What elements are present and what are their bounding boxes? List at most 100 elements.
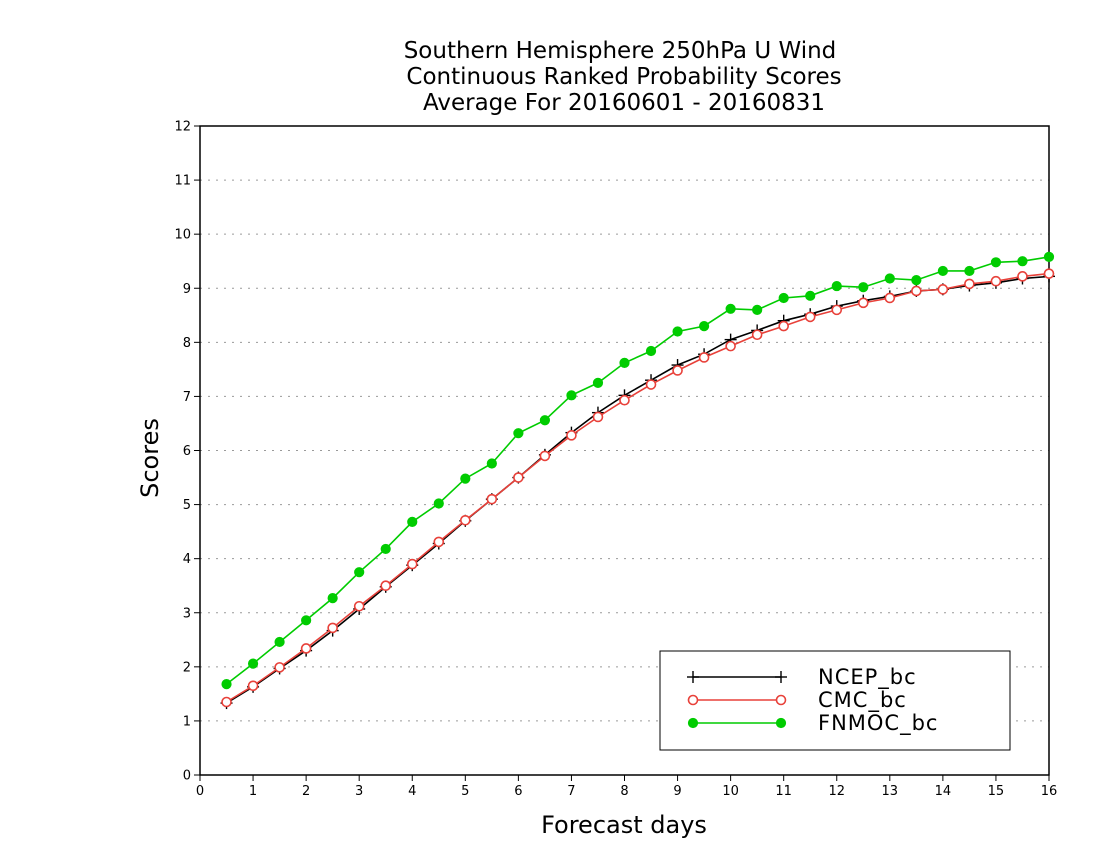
point-fnmoc-bc-27 (937, 265, 948, 277)
gridlines (200, 179, 1049, 722)
x-tick-label-0: 0 (196, 784, 204, 799)
point-fnmoc-bc-3 (301, 615, 312, 626)
point-fnmoc-bc-14 (592, 377, 604, 388)
point-fnmoc-bc-11 (513, 428, 524, 439)
chart-title-line-3: Average For 20160601 - 20160831 (423, 90, 825, 116)
legend-marker-end-ncep-bc (775, 671, 787, 683)
point-cmc-bc-28 (964, 278, 975, 290)
y-tick-label-0: 0 (183, 769, 191, 784)
point-fnmoc-bc-4 (327, 593, 338, 604)
y-tick-label-12: 12 (174, 120, 191, 135)
point-cmc-bc-4 (327, 622, 338, 634)
series-ncep-bc (220, 270, 1055, 710)
point-cmc-bc-16 (645, 379, 657, 390)
point-cmc-bc-26 (911, 285, 922, 297)
y-tick-label-3: 3 (183, 606, 191, 621)
x-tick-label-14: 14 (935, 784, 952, 799)
point-cmc-bc-29 (990, 275, 1002, 287)
series-line-fnmoc-bc (226, 256, 1050, 685)
point-fnmoc-bc-26 (911, 275, 922, 286)
point-cmc-bc-12 (539, 450, 551, 462)
y-tick-label-7: 7 (183, 390, 191, 405)
x-tick-label-13: 13 (882, 784, 899, 799)
chart-title: Southern Hemisphere 250hPa U Wind Contin… (404, 38, 842, 116)
point-cmc-bc-27 (937, 284, 949, 295)
x-tick-label-16: 16 (1041, 784, 1058, 799)
point-fnmoc-bc-19 (725, 303, 736, 314)
point-fnmoc-bc-13 (566, 390, 577, 401)
point-fnmoc-bc-2 (274, 636, 285, 648)
point-cmc-bc-20 (751, 329, 763, 341)
point-cmc-bc-13 (566, 430, 577, 441)
y-tick-label-10: 10 (174, 228, 191, 243)
point-cmc-bc-31 (1043, 268, 1055, 279)
point-fnmoc-bc-23 (831, 280, 842, 292)
point-fnmoc-bc-6 (380, 543, 391, 555)
point-fnmoc-bc-30 (1017, 256, 1028, 267)
point-cmc-bc-5 (353, 600, 365, 612)
x-tick-label-5: 5 (461, 784, 469, 799)
point-fnmoc-bc-22 (805, 290, 816, 301)
y-tick-label-4: 4 (183, 552, 191, 567)
point-cmc-bc-25 (884, 292, 896, 304)
legend-marker-start-cmc-bc (687, 694, 699, 706)
legend-marker-end-cmc-bc (775, 694, 787, 706)
x-tick-label-9: 9 (673, 784, 681, 799)
legend-marker-end-fnmoc-bc (775, 717, 787, 729)
point-fnmoc-bc-20 (752, 304, 763, 315)
series-fnmoc-bc (221, 251, 1055, 690)
point-cmc-bc-3 (300, 643, 312, 654)
y-tick-label-5: 5 (183, 498, 191, 513)
point-fnmoc-bc-5 (354, 567, 365, 578)
point-fnmoc-bc-24 (858, 282, 869, 293)
x-axis-label: Forecast days (541, 811, 707, 839)
point-fnmoc-bc-25 (884, 273, 895, 284)
x-tick-label-4: 4 (408, 784, 416, 799)
series-line-cmc-bc (226, 272, 1050, 703)
point-fnmoc-bc-16 (645, 345, 657, 357)
y-tick-label-2: 2 (183, 660, 191, 675)
point-cmc-bc-22 (804, 311, 816, 323)
legend-label-cmc-bc: CMC_bc (818, 688, 907, 713)
chart-title-line-1: Southern Hemisphere 250hPa U Wind (404, 38, 837, 64)
point-cmc-bc-14 (592, 411, 604, 423)
y-tick-label-11: 11 (174, 174, 191, 189)
y-tick-label-1: 1 (183, 714, 191, 729)
y-tick-label-9: 9 (183, 282, 191, 297)
point-cmc-bc-6 (380, 580, 392, 592)
x-tick-label-11: 11 (775, 784, 792, 799)
point-cmc-bc-17 (672, 365, 683, 376)
legend-marker-start-ncep-bc (687, 671, 699, 683)
legend-entry-ncep-bc: NCEP_bc (687, 665, 917, 690)
point-fnmoc-bc-9 (460, 473, 471, 484)
point-fnmoc-bc-12 (539, 415, 551, 426)
point-cmc-bc-8 (433, 536, 445, 548)
series-lines (220, 251, 1055, 710)
x-tick-label-8: 8 (620, 784, 628, 799)
point-cmc-bc-30 (1017, 271, 1028, 282)
x-tick-label-2: 2 (302, 784, 310, 799)
legend-label-ncep-bc: NCEP_bc (818, 665, 917, 690)
point-fnmoc-bc-0 (221, 679, 232, 690)
point-cmc-bc-24 (857, 297, 869, 309)
legend-entry-fnmoc-bc: FNMOC_bc (687, 711, 938, 736)
point-cmc-bc-19 (725, 340, 736, 352)
x-tick-label-12: 12 (828, 784, 845, 799)
legend-entry-cmc-bc: CMC_bc (687, 688, 907, 713)
point-cmc-bc-23 (831, 304, 843, 316)
x-tick-label-10: 10 (722, 784, 739, 799)
point-cmc-bc-11 (513, 472, 524, 483)
x-tick-label-6: 6 (514, 784, 522, 799)
legend-label-fnmoc-bc: FNMOC_bc (818, 711, 938, 736)
point-cmc-bc-10 (486, 493, 498, 505)
x-tick-label-7: 7 (567, 784, 575, 799)
point-cmc-bc-21 (778, 320, 789, 332)
y-tick-label-8: 8 (183, 336, 191, 351)
point-fnmoc-bc-31 (1043, 251, 1055, 262)
x-tick-label-3: 3 (355, 784, 363, 799)
point-cmc-bc-15 (619, 394, 630, 406)
point-cmc-bc-2 (274, 662, 285, 673)
y-axis-label: Scores (136, 418, 164, 498)
